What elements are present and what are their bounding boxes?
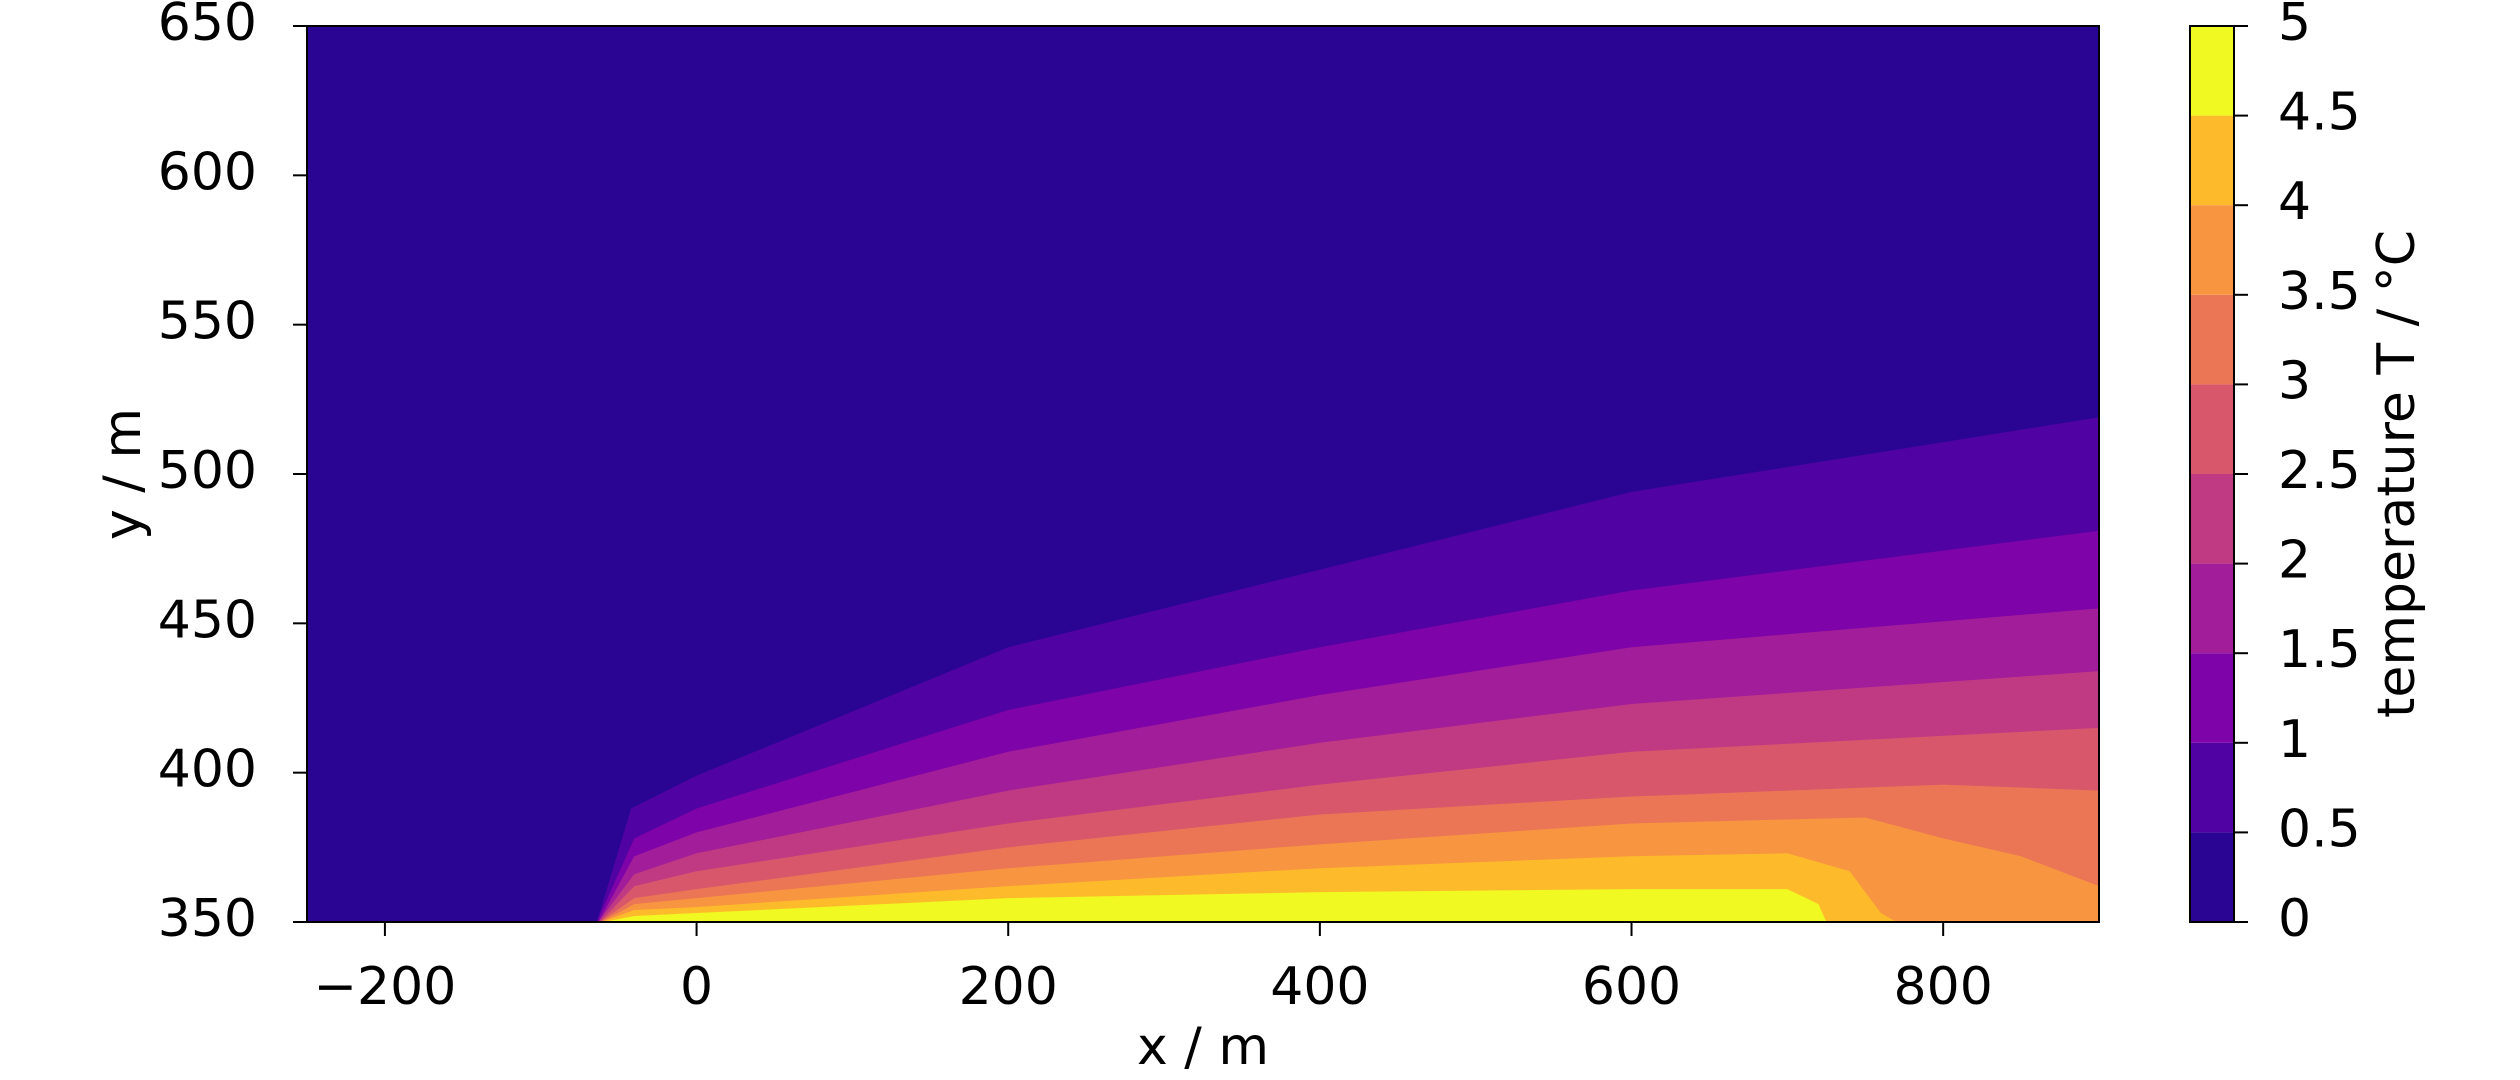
y-tick-label: 600 <box>158 142 257 202</box>
x-axis-label: x / m <box>1137 1017 1269 1077</box>
colorbar-tick-label: 0 <box>2278 889 2311 949</box>
y-tick-label: 350 <box>158 889 257 949</box>
plot-area <box>307 26 2100 922</box>
y-axis-label: y / m <box>93 408 153 540</box>
colorbar-tick-label: 3.5 <box>2278 262 2361 322</box>
y-tick-label: 650 <box>158 0 257 53</box>
colorbar-band <box>2190 653 2234 743</box>
colorbar-tick-label: 2 <box>2278 531 2311 591</box>
colorbar-band <box>2190 294 2234 385</box>
colorbar-band <box>2190 832 2234 922</box>
colorbar-band <box>2190 115 2234 206</box>
colorbar-label: temperature T / °C <box>2367 230 2427 718</box>
colorbar-band <box>2190 742 2234 833</box>
colorbar-tick-label: 1 <box>2278 710 2311 770</box>
x-tick-label: 800 <box>1894 957 1993 1017</box>
y-tick-label: 450 <box>158 590 257 650</box>
y-tick-label: 500 <box>158 441 257 501</box>
colorbar-band <box>2190 563 2234 654</box>
x-tick-label: 600 <box>1582 957 1681 1017</box>
y-tick-label: 400 <box>158 740 257 800</box>
colorbar-tick-label: 5 <box>2278 0 2311 53</box>
colorbar-tick-label: 4.5 <box>2278 83 2361 143</box>
colorbar-tick-label: 4 <box>2278 172 2311 232</box>
colorbar-tick-label: 2.5 <box>2278 441 2361 501</box>
colorbar-tick-label: 3 <box>2278 351 2311 411</box>
colorbar-band <box>2190 384 2234 474</box>
colorbar-band <box>2190 26 2234 116</box>
y-tick-label: 550 <box>158 292 257 352</box>
x-tick-label: −200 <box>313 957 456 1017</box>
colorbar-band <box>2190 205 2234 295</box>
x-tick-label: 200 <box>959 957 1058 1017</box>
contour-fill <box>603 889 1827 922</box>
colorbar-tick-label: 1.5 <box>2278 620 2361 680</box>
colorbar-tick-label: 0.5 <box>2278 799 2361 859</box>
x-tick-label: 400 <box>1270 957 1369 1017</box>
colorbar-band <box>2190 474 2234 564</box>
x-tick-label: 0 <box>680 957 713 1017</box>
